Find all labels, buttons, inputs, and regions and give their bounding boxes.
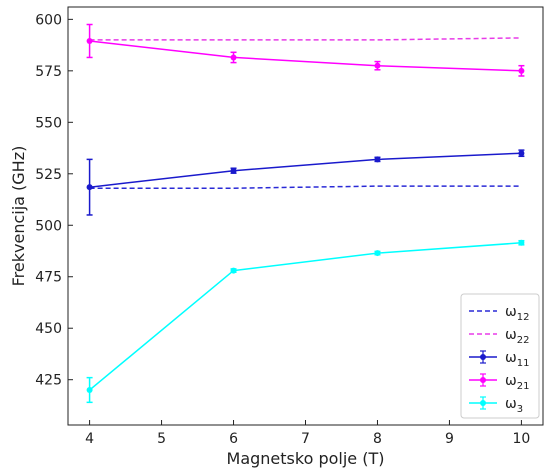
legend-item: ω3 xyxy=(469,396,523,415)
data-point xyxy=(374,156,381,163)
x-axis-label: Magnetsko polje (T) xyxy=(227,449,385,468)
legend-label-sub: 22 xyxy=(517,335,530,346)
legend-marker xyxy=(480,354,486,360)
legend-marker xyxy=(480,377,486,383)
x-tick-label: 8 xyxy=(373,431,382,447)
data-point xyxy=(518,150,525,157)
legend-label: ω21 xyxy=(505,373,529,392)
legend-box xyxy=(460,293,540,419)
y-tick-label: 450 xyxy=(35,321,62,337)
series-omega-3 xyxy=(86,239,525,404)
data-point xyxy=(230,167,237,174)
y-tick-label: 550 xyxy=(35,115,62,131)
legend-label: ω3 xyxy=(505,396,523,415)
legend-label-sub: 12 xyxy=(517,312,530,323)
x-tick-label: 9 xyxy=(445,431,454,447)
axis-ticks: 4 5 6 7 8 9 10 425 450 475 500 525 550 575 600 xyxy=(35,12,530,447)
legend-marker xyxy=(480,400,486,406)
y-tick-label: 425 xyxy=(35,373,62,389)
data-point xyxy=(86,184,93,191)
series-line-omega-11 xyxy=(89,152,522,188)
y-tick-label: 575 xyxy=(35,64,62,80)
x-tick-label: 5 xyxy=(157,431,166,447)
legend-label-base: ω xyxy=(505,396,517,412)
y-tick-label: 600 xyxy=(35,12,62,28)
series-omega-21 xyxy=(86,23,525,77)
y-axis-label: Frekvencija (GHz) xyxy=(9,146,28,287)
data-point xyxy=(518,67,525,74)
y-tick-label: 525 xyxy=(35,167,62,183)
data-point xyxy=(230,267,237,274)
plot-area-frame xyxy=(67,6,544,426)
legend-label-sub: 11 xyxy=(517,358,530,369)
legend-label-base: ω xyxy=(505,350,517,366)
legend-label: ω22 xyxy=(505,327,529,346)
legend-item: ω21 xyxy=(469,373,529,392)
legend-item: ω22 xyxy=(469,327,529,346)
legend-label: ω11 xyxy=(505,350,529,369)
data-point xyxy=(230,54,237,61)
series-line-omega-21 xyxy=(89,40,522,72)
y-tick-label: 475 xyxy=(35,270,62,286)
series-omega-11 xyxy=(86,149,525,216)
x-tick-label: 6 xyxy=(229,431,238,447)
y-tick-label: 500 xyxy=(35,218,62,234)
legend-label-base: ω xyxy=(505,373,517,389)
data-point xyxy=(518,239,525,246)
legend-label-sub: 21 xyxy=(517,381,530,392)
legend-label: ω12 xyxy=(505,304,529,323)
legend-label-base: ω xyxy=(505,327,517,343)
x-tick-label: 4 xyxy=(85,431,94,447)
x-tick-label: 7 xyxy=(301,431,310,447)
data-point xyxy=(86,37,93,44)
legend-label-sub: 3 xyxy=(517,404,523,415)
legend-item: ω11 xyxy=(469,350,529,369)
series-layer xyxy=(86,23,525,404)
data-point xyxy=(374,62,381,69)
data-point xyxy=(374,250,381,257)
legend-label-base: ω xyxy=(505,304,517,320)
x-tick-label: 10 xyxy=(512,431,530,447)
series-line-omega-3 xyxy=(89,242,522,391)
data-point xyxy=(86,386,93,393)
legend-item: ω12 xyxy=(469,304,529,323)
